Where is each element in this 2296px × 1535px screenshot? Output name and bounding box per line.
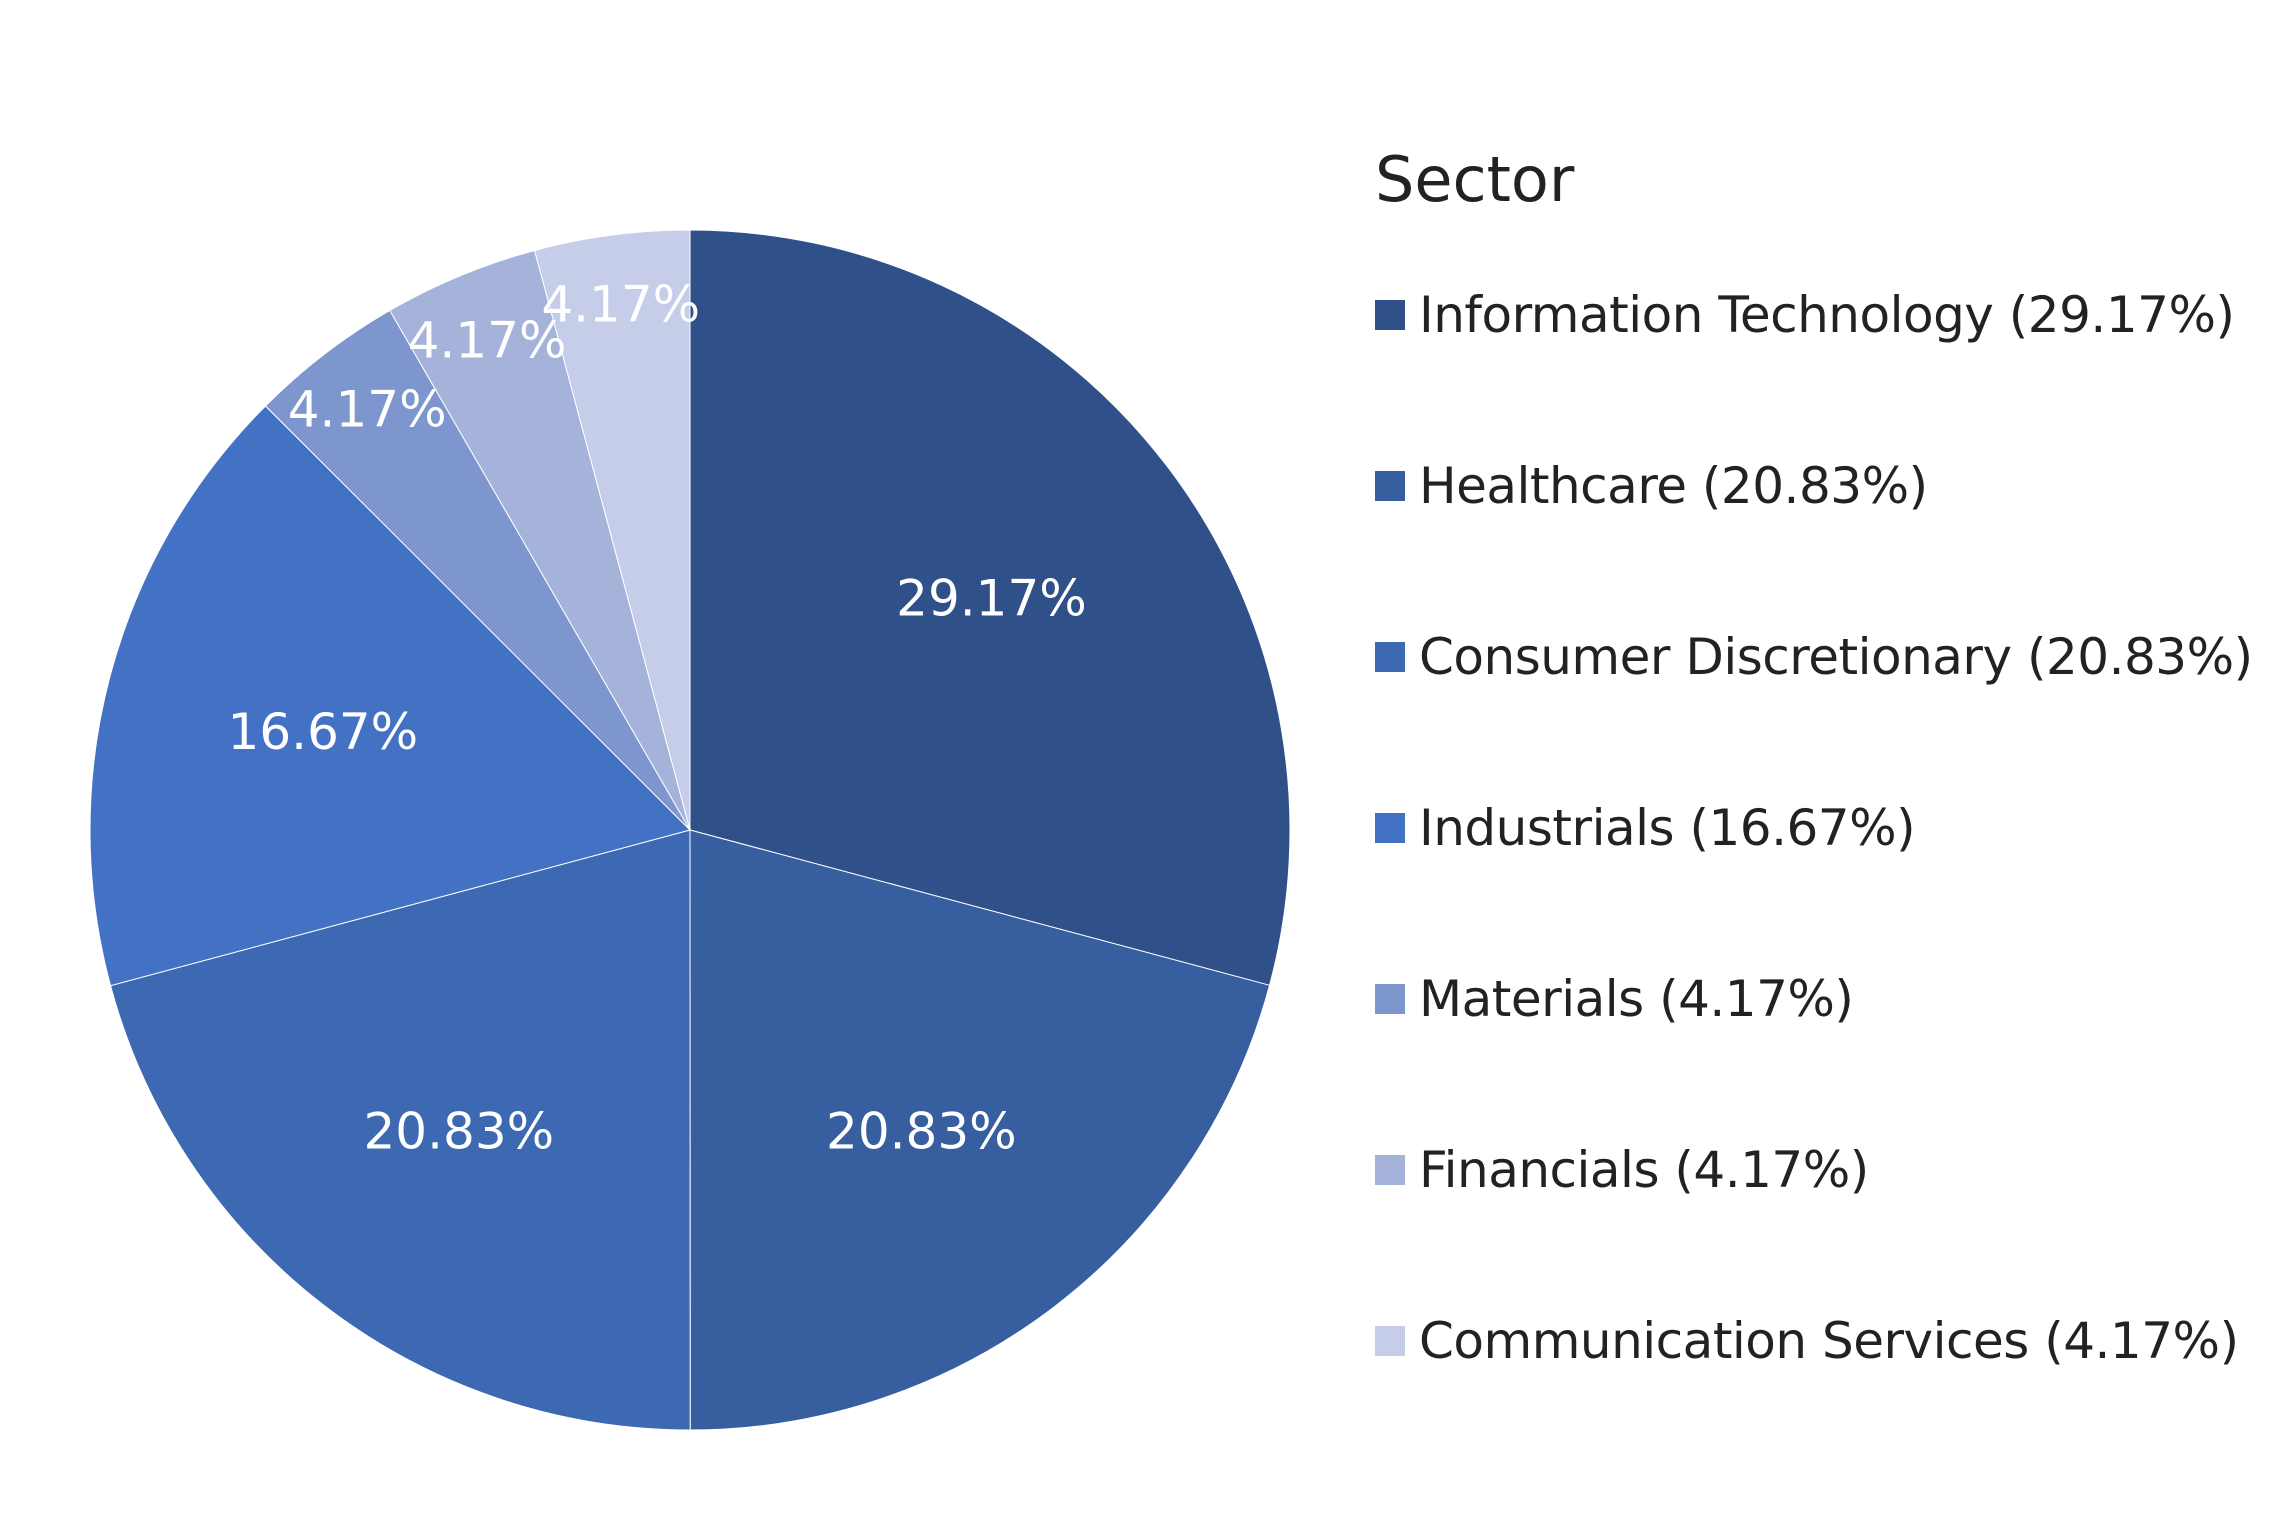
- legend-label: Consumer Discretionary (20.83%): [1419, 628, 2253, 686]
- slice-label-information-technology: 29.17%: [896, 570, 1087, 628]
- legend: Sector Information Technology (29.17%) He…: [1375, 140, 2275, 1477]
- pie-slice-healthcare: [689, 829, 1271, 1431]
- legend-label: Information Technology (29.17%): [1419, 286, 2235, 344]
- legend-swatch: [1375, 813, 1405, 843]
- slice-label-healthcare: 20.83%: [826, 1102, 1017, 1160]
- pie-slices: [89, 229, 1291, 1431]
- slice-label-communication-services: 4.17%: [541, 276, 700, 334]
- legend-item-information-technology: Information Technology (29.17%): [1375, 280, 2275, 350]
- legend-swatch: [1375, 1155, 1405, 1185]
- legend-label: Communication Services (4.17%): [1419, 1312, 2239, 1370]
- legend-item-healthcare: Healthcare (20.83%): [1375, 451, 2275, 521]
- legend-item-industrials: Industrials (16.67%): [1375, 793, 2275, 863]
- legend-item-consumer-discretionary: Consumer Discretionary (20.83%): [1375, 622, 2275, 692]
- legend-swatch: [1375, 471, 1405, 501]
- legend-label: Industrials (16.67%): [1419, 799, 1916, 857]
- legend-swatch: [1375, 984, 1405, 1014]
- legend-label: Materials (4.17%): [1419, 970, 1854, 1028]
- slice-label-materials: 4.17%: [288, 381, 447, 439]
- pie-slice-industrials: [89, 405, 691, 987]
- legend-item-materials: Materials (4.17%): [1375, 964, 2275, 1034]
- legend-label: Healthcare (20.83%): [1419, 457, 1928, 515]
- legend-swatch: [1375, 642, 1405, 672]
- pie-slice-consumer-discretionary: [109, 829, 691, 1431]
- legend-swatch: [1375, 300, 1405, 330]
- legend-label: Financials (4.17%): [1419, 1141, 1869, 1199]
- legend-swatch: [1375, 1326, 1405, 1356]
- legend-items: Information Technology (29.17%) Healthcar…: [1375, 280, 2275, 1376]
- pie-slice-labels: 29.17%20.83%20.83%16.67%4.17%4.17%4.17%: [228, 276, 1087, 1161]
- legend-item-financials: Financials (4.17%): [1375, 1135, 2275, 1205]
- legend-title: Sector: [1375, 143, 1575, 216]
- pie-slice-communication-services: [533, 229, 691, 831]
- pie-slice-information-technology: [689, 229, 1291, 986]
- legend-item-communication-services: Communication Services (4.17%): [1375, 1306, 2275, 1376]
- slice-label-financials: 4.17%: [408, 311, 567, 369]
- slice-label-industrials: 16.67%: [228, 703, 419, 761]
- slice-label-consumer-discretionary: 20.83%: [363, 1103, 554, 1161]
